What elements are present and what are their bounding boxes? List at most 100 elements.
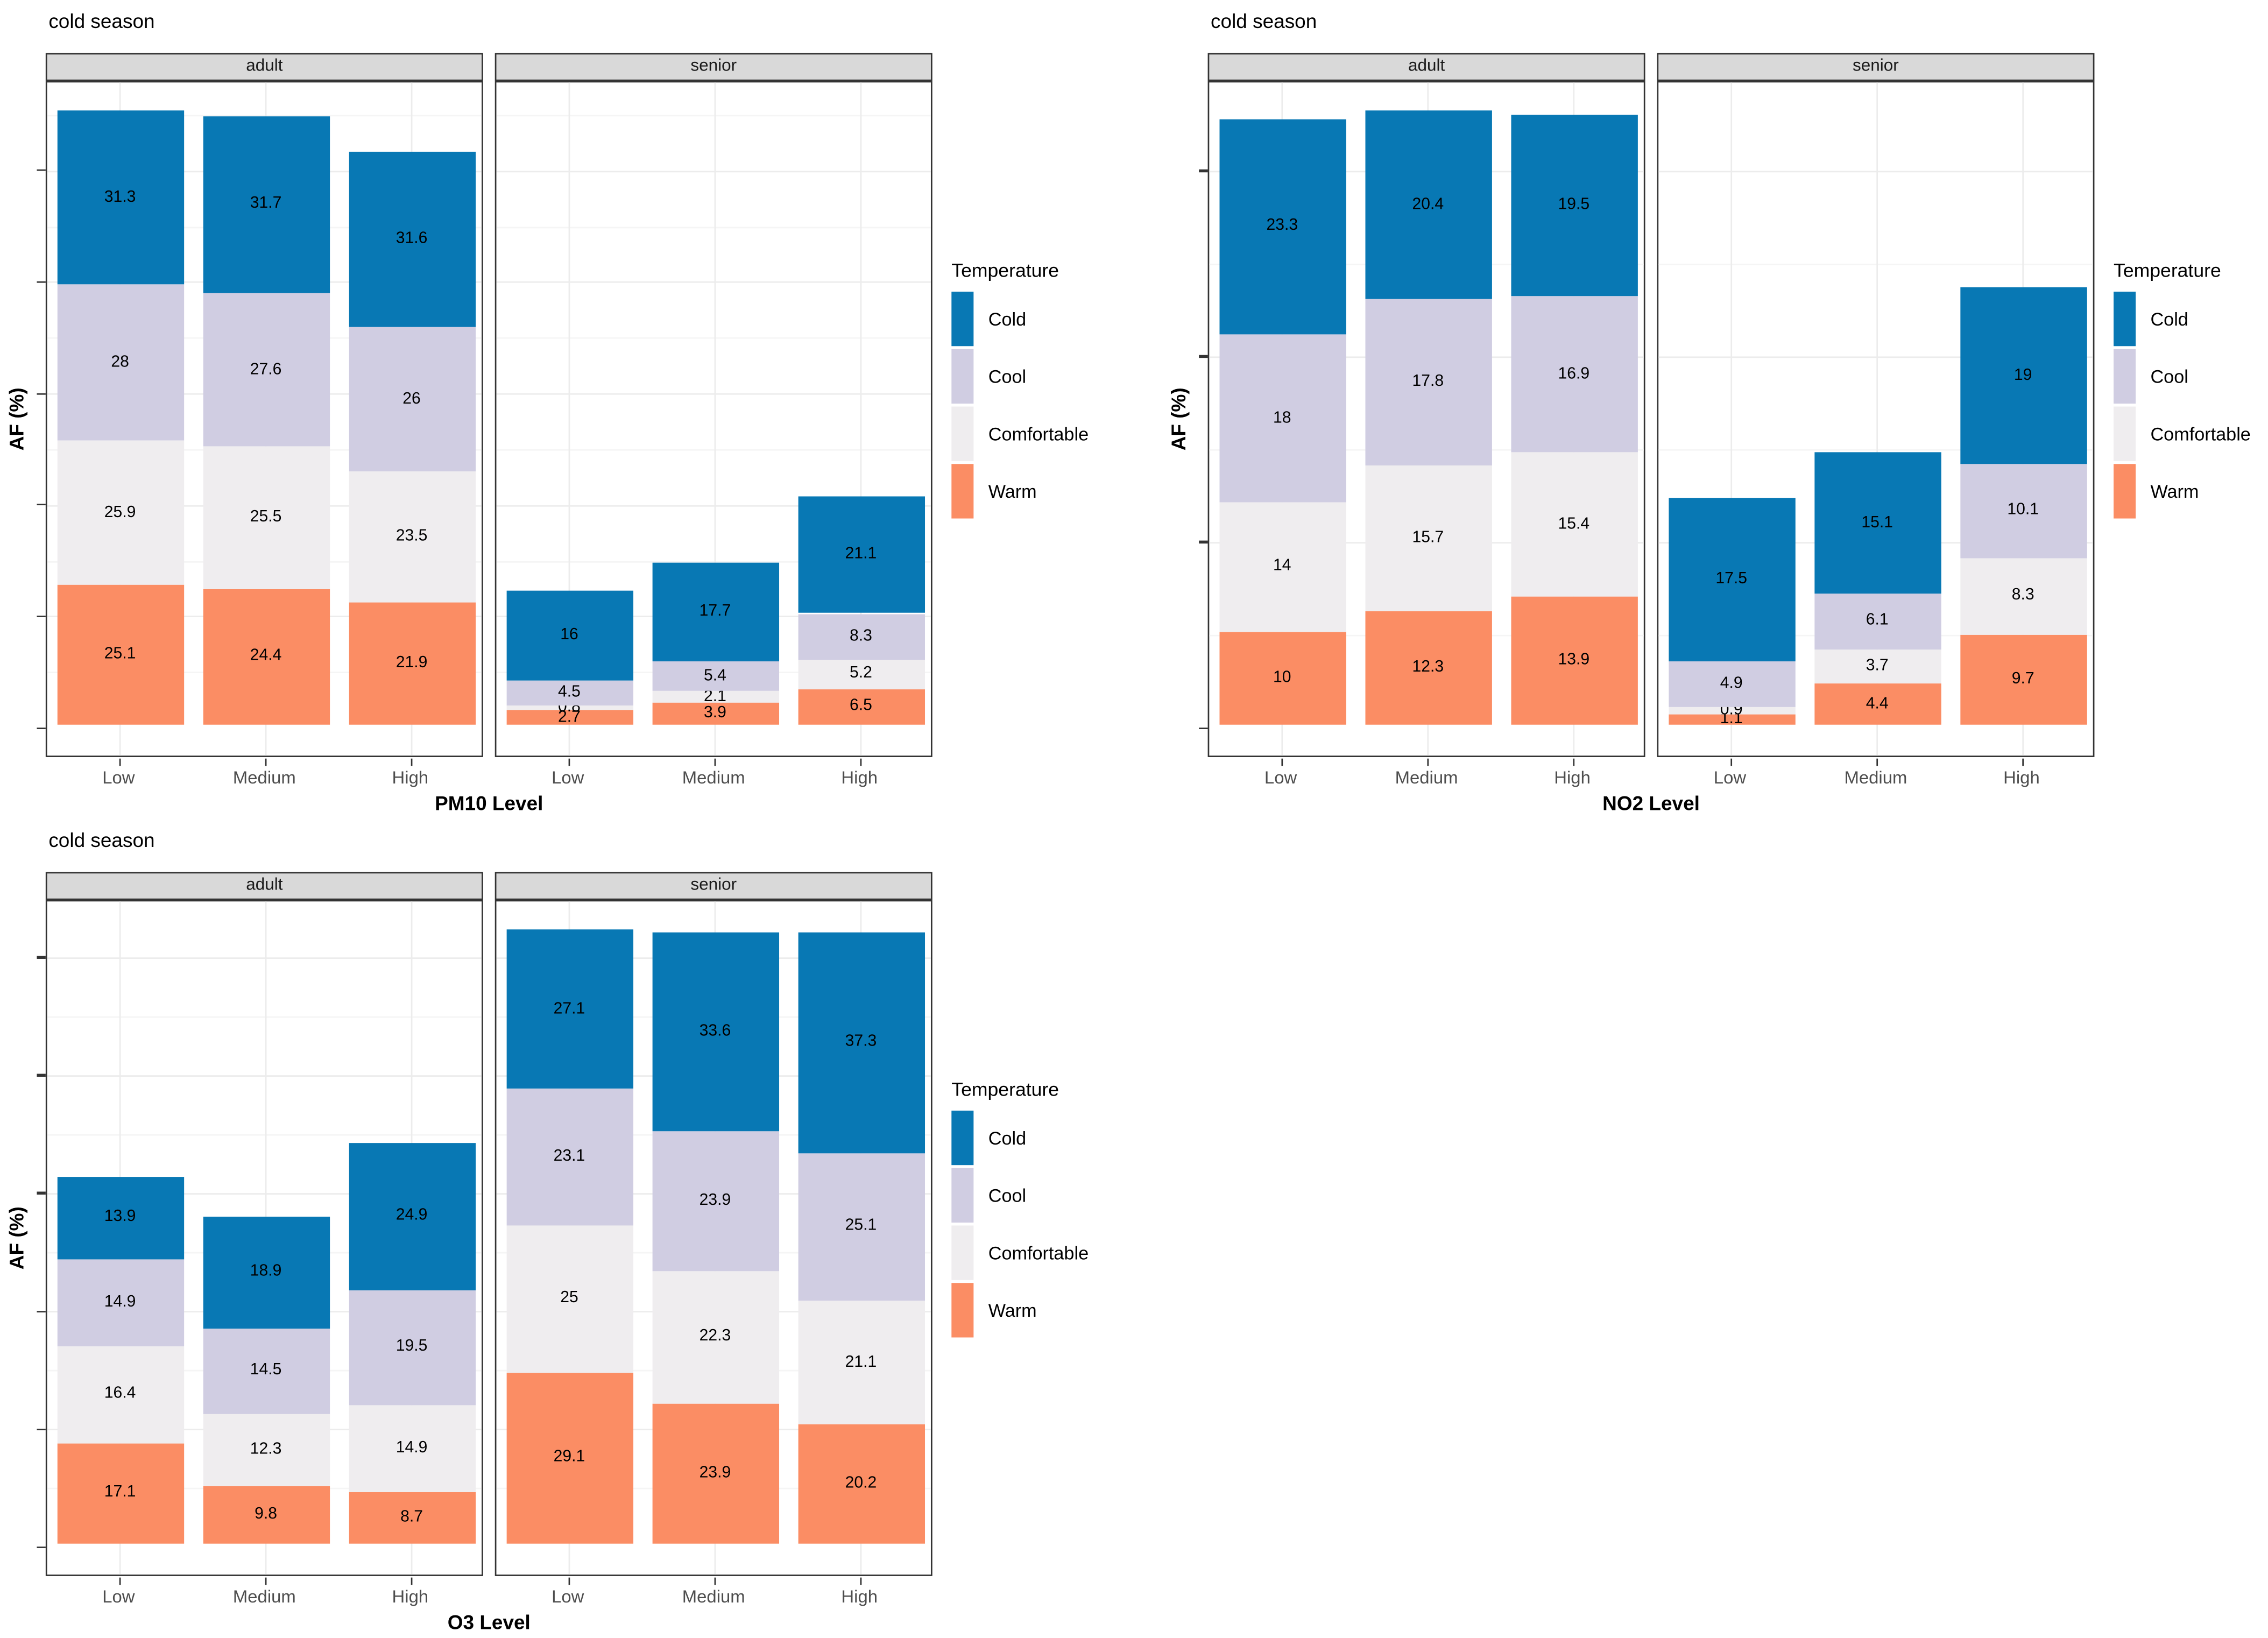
- bar-segment-comfortable: 14.9: [348, 1404, 475, 1493]
- x-tick-label-medium: Medium: [1844, 767, 1907, 788]
- bar-value-label: 15.1: [1861, 513, 1893, 531]
- x-axis-tick: [714, 1577, 716, 1585]
- x-axis-tick: [1730, 758, 1733, 766]
- x-tick-label-high: High: [392, 767, 429, 788]
- bar-segment-comfortable: 2.1: [652, 688, 779, 705]
- bar-segment-cold: 19: [1959, 287, 2087, 464]
- bar-value-label: 2.7: [558, 708, 581, 726]
- plot-area-senior: 2.7 0.8 4.5 16 3.9 2.1 5.4 17.7 6.5 5.2 8.3 21.1: [494, 81, 932, 766]
- x-tick-label-medium: Medium: [1395, 767, 1458, 788]
- legend-item-cool: Cool: [2114, 349, 2251, 404]
- bar-segment-warm: 12.3: [1365, 610, 1492, 725]
- gridline-v: [1730, 82, 1733, 756]
- bar-segment-cool: 4.9: [1668, 661, 1795, 707]
- bar-segment-warm: 9.7: [1959, 634, 2087, 725]
- x-axis-tick: [2022, 758, 2024, 766]
- x-axis-title: NO2 Level: [1602, 792, 1700, 815]
- gridline-h: [1658, 356, 2093, 358]
- bar-value-label: 12.3: [250, 1440, 282, 1458]
- bar-value-label: 29.1: [553, 1448, 585, 1466]
- x-tick-label-low: Low: [552, 767, 584, 788]
- bar-value-label: 25.9: [104, 503, 136, 521]
- bar-value-label: 8.3: [849, 627, 872, 645]
- bar-value-label: 23.9: [699, 1464, 731, 1482]
- y-axis-title: AF (%): [5, 387, 27, 451]
- bar-value-label: 5.2: [849, 665, 872, 682]
- x-axis-title: PM10 Level: [435, 792, 543, 815]
- bar-segment-cool: 26: [348, 327, 475, 472]
- legend-key-swatch-cool: [951, 349, 974, 404]
- x-tick-label-high: High: [392, 1586, 429, 1607]
- bar-senior-high: 9.7 8.3 10.1 19: [1959, 287, 2087, 725]
- legend-item-warm: Warm: [951, 464, 1089, 519]
- bar-value-label: 23.5: [395, 527, 428, 546]
- bar-value-label: 5.4: [704, 667, 726, 685]
- bar-segment-cold: 27.1: [506, 929, 633, 1089]
- plot-area-adult: 17.1 16.4 14.9 13.9 9.8 12.3 14.5 18.9 8.7 14.9 19…: [37, 900, 483, 1585]
- y-axis-tick: [1199, 541, 1208, 543]
- bar-segment-cool: 16.9: [1510, 296, 1637, 453]
- x-axis-title: O3 Level: [447, 1611, 531, 1634]
- gridline-v: [568, 82, 570, 756]
- x-tick-label-low: Low: [1264, 767, 1297, 788]
- x-tick-label-high: High: [841, 767, 878, 788]
- bar-segment-cold: 33.6: [652, 933, 779, 1131]
- bar-value-label: 26: [402, 390, 421, 408]
- x-tick-label-medium: Medium: [682, 1586, 745, 1607]
- bar-segment-warm: 13.9: [1510, 596, 1637, 725]
- legend-key-swatch-warm: [2114, 464, 2136, 519]
- bar-segment-warm: 25.1: [56, 585, 183, 725]
- bar-value-label: 25.5: [250, 508, 282, 526]
- bar-segment-comfortable: 15.4: [1510, 453, 1637, 596]
- bar-senior-medium: 4.4 3.7 6.1 15.1: [1813, 453, 1941, 725]
- bar-value-label: 27.6: [250, 360, 282, 378]
- bar-value-label: 28: [111, 353, 129, 371]
- legend-item-warm: Warm: [951, 1283, 1089, 1338]
- x-axis-tick: [714, 758, 716, 766]
- legend-item-label: Cold: [2150, 308, 2188, 329]
- y-axis-tick: [1199, 726, 1208, 729]
- bar-value-label: 24.4: [250, 647, 282, 665]
- y-axis-tick: [37, 392, 46, 394]
- bar-segment-comfortable: 14: [1219, 502, 1346, 632]
- bar-adult-low: 17.1 16.4 14.9 13.9: [56, 1176, 183, 1544]
- y-axis-tick: [1199, 170, 1208, 172]
- x-tick-label-medium: Medium: [232, 1586, 296, 1607]
- legend-item-warm: Warm: [2114, 464, 2251, 519]
- bar-value-label: 17.7: [699, 602, 731, 620]
- gridline-h: [496, 115, 931, 117]
- x-tick-label-high: High: [1554, 767, 1591, 788]
- bar-value-label: 2.1: [704, 688, 726, 705]
- x-tick-label-low: Low: [102, 767, 135, 788]
- x-axis-tick: [119, 758, 121, 766]
- bar-value-label: 25: [560, 1289, 578, 1307]
- legend-item-label: Cool: [2150, 366, 2188, 387]
- bar-value-label: 14.9: [395, 1439, 428, 1457]
- gridline-h: [496, 505, 931, 507]
- bar-segment-cold: 18.9: [202, 1217, 329, 1329]
- chart-no2: cold season AF (%) adult 10 14 18 23.3 12.3 15.7…: [1162, 0, 2268, 819]
- bar-value-label: 23.9: [699, 1191, 731, 1210]
- bar-value-label: 25.1: [104, 645, 136, 663]
- chart-title: cold season: [1211, 10, 1317, 33]
- bar-segment-comfortable: 23.5: [348, 472, 475, 603]
- bar-segment-cold: 31.7: [202, 116, 329, 293]
- bar-segment-warm: 17.1: [56, 1443, 183, 1544]
- bar-value-label: 9.7: [2011, 670, 2034, 688]
- bar-segment-warm: 20.2: [797, 1424, 924, 1544]
- legend-title: Temperature: [951, 1078, 1059, 1100]
- bar-segment-cold: 31.3: [56, 110, 183, 285]
- bar-segment-cold: 37.3: [797, 933, 924, 1153]
- y-axis-title-box: AF (%): [0, 81, 32, 757]
- gridline-h: [1658, 263, 2093, 265]
- bar-value-label: 3.9: [704, 704, 726, 723]
- y-axis-tick: [37, 1545, 46, 1548]
- y-axis-tick: [37, 615, 46, 618]
- y-axis-tick: [37, 504, 46, 506]
- x-axis-tick: [1876, 758, 1878, 766]
- bar-segment-cool: 23.1: [506, 1089, 633, 1225]
- bar-senior-medium: 3.9 2.1 5.4 17.7: [652, 562, 779, 725]
- chart-title: cold season: [48, 829, 155, 852]
- bar-value-label: 33.6: [699, 1022, 731, 1040]
- bar-senior-low: 2.7 0.8 4.5 16: [506, 591, 633, 726]
